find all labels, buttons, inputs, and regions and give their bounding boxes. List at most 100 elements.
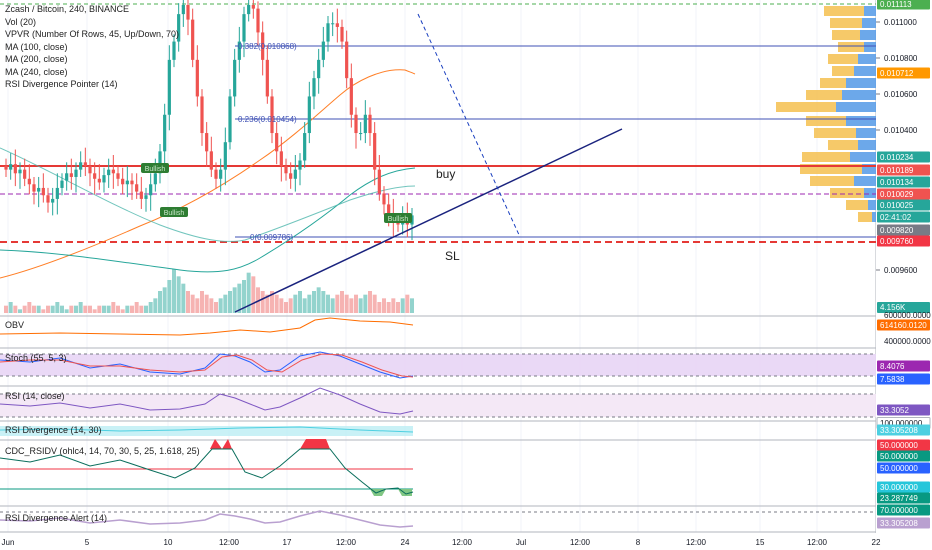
vpvr-down-bar <box>806 90 842 100</box>
candle-body <box>307 96 311 134</box>
pane-value-label-background <box>877 360 930 372</box>
candle-body <box>214 169 218 179</box>
volume-bar <box>50 305 55 313</box>
indicator-label[interactable]: MA (200, close) <box>5 54 68 64</box>
candle-body <box>261 32 265 60</box>
pane-value-label: 33.3052 <box>880 406 909 415</box>
candle-body <box>55 187 59 199</box>
price-tick-label: 0.010800 <box>884 54 918 63</box>
vpvr-up-bar <box>868 200 876 210</box>
indicator-label[interactable]: Vol (20) <box>5 16 37 27</box>
candle-body <box>387 204 391 214</box>
volume-bar <box>293 294 298 313</box>
pane-value-label: 50.000000 <box>880 441 918 450</box>
volume-bar <box>106 305 111 313</box>
cdc-line <box>0 448 414 495</box>
pane-label-stoch[interactable]: Stoch (55, 5, 3) <box>5 353 67 363</box>
candle-body <box>121 178 125 185</box>
candle-body <box>37 187 41 192</box>
candle-body <box>200 96 204 134</box>
pane-value-label: 100.000000 <box>880 419 923 428</box>
pane-label-rsi-div-alert[interactable]: RSI Divergence Alert (14) <box>5 513 108 523</box>
vpvr-down-bar <box>806 116 846 126</box>
rsi-band <box>0 394 876 417</box>
indicator-label[interactable]: RSI Divergence Pointer (14) <box>5 79 118 89</box>
price-label: 0.009760 <box>880 237 914 246</box>
vpvr-down-bar <box>802 152 850 162</box>
price-axis[interactable]: 0.011000 0.010800 0.010600 0.010400 0.009600… <box>876 0 932 550</box>
volume-bar <box>134 302 139 313</box>
pane-label-obv[interactable]: OBV <box>5 320 25 330</box>
volume-bar <box>279 298 284 313</box>
candle-body <box>349 78 353 115</box>
volume-bar <box>358 298 363 313</box>
volume-bars <box>4 269 414 313</box>
vpvr-down-bar <box>858 212 872 222</box>
cdc-overbought-fill <box>210 439 330 449</box>
candle-body <box>335 23 339 27</box>
price-label-background <box>877 188 930 200</box>
candle-body <box>163 114 167 152</box>
candle-body <box>88 165 92 174</box>
candle-body <box>4 165 8 170</box>
vpvr-down-bar <box>830 18 862 28</box>
pane-label-rsi[interactable]: RSI (14, close) <box>5 391 65 401</box>
pane-label-cdc-rsidv[interactable]: CDC_RSIDV (ohlc4, 14, 70, 30, 5, 25, 1.6… <box>5 446 200 456</box>
price-label-background <box>877 67 930 79</box>
vpvr-up-bar <box>846 116 876 126</box>
volume-bar <box>386 302 391 313</box>
volume-label: 4.156K <box>880 303 906 312</box>
time-tick-label: 12:00 <box>807 538 828 547</box>
price-label: 0.010029 <box>880 190 914 199</box>
volume-bar <box>186 291 190 313</box>
trend-line-down[interactable] <box>417 13 521 238</box>
candle-body <box>205 133 209 152</box>
volume-bar <box>382 298 386 313</box>
volume-bar <box>396 302 400 313</box>
ma-teal-line-2 <box>0 147 416 242</box>
volume-bar <box>391 298 396 313</box>
volume-bar <box>372 294 377 313</box>
candle-body <box>51 198 55 203</box>
volume-bar <box>83 305 88 313</box>
volume-bar <box>130 305 134 313</box>
candle-body <box>18 169 22 174</box>
time-axis-background <box>0 533 932 550</box>
volume-profile <box>776 6 876 222</box>
vpvr-up-bar <box>854 66 876 76</box>
vpvr-up-bar <box>864 188 876 198</box>
symbol-title[interactable]: Zcash / Bitcoin, 240, BINANCE <box>5 4 130 14</box>
price-label-background <box>877 164 930 176</box>
volume-bar <box>349 298 354 313</box>
time-axis[interactable]: Jun 5 10 12:00 17 12:00 24 12:00 Jul 12:00 8 12:00 1… <box>0 533 932 550</box>
volume-bar <box>218 298 223 313</box>
volume-bar <box>167 280 172 313</box>
obv-tick-label: 600000.0000 <box>884 311 931 320</box>
vpvr-up-bar <box>862 164 876 174</box>
pane-label-rsi-divergence[interactable]: RSI Divergence (14, 30) <box>5 425 102 435</box>
candle-body <box>46 195 50 203</box>
volume-bar <box>69 305 74 313</box>
candle-body <box>382 193 386 205</box>
price-label: 02:41:02 <box>880 213 912 222</box>
candle-body <box>345 41 349 79</box>
volume-bar <box>111 302 116 313</box>
indicator-label[interactable]: MA (240, close) <box>5 66 68 77</box>
volume-bar <box>78 302 83 313</box>
candle-body <box>41 187 45 196</box>
volume-bar <box>246 272 251 313</box>
volume-bar <box>298 291 302 313</box>
vpvr-up-bar <box>836 102 876 112</box>
candle-body <box>9 164 13 170</box>
indicator-label[interactable]: MA (100, close) <box>5 41 68 52</box>
candle-body <box>111 169 115 174</box>
volume-bar <box>228 291 232 313</box>
trend-line-up[interactable] <box>234 128 623 313</box>
time-tick-label: 22 <box>872 538 881 547</box>
price-label: 0.010134 <box>880 178 914 187</box>
indicator-label[interactable]: VPVR (Number Of Rows, 45, Up/Down, 70) <box>5 29 180 39</box>
candlesticks <box>4 0 414 241</box>
volume-bar <box>195 298 200 313</box>
obv-tick-label: 400000.0000 <box>884 337 931 346</box>
volume-bar <box>92 309 97 313</box>
